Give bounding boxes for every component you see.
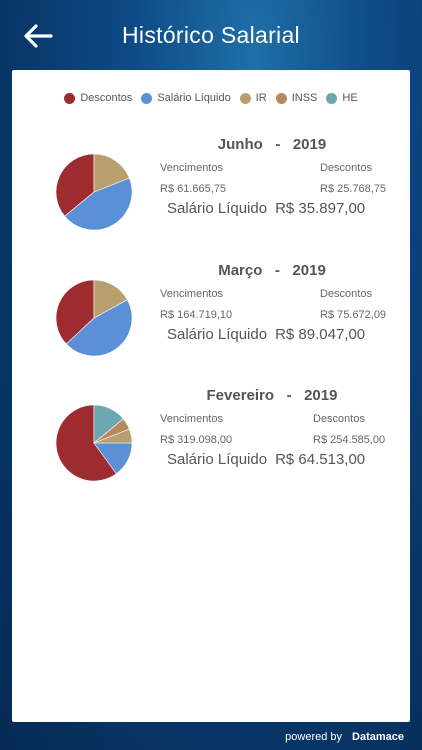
legend-label: HE bbox=[342, 92, 358, 104]
pie-chart bbox=[55, 279, 133, 357]
pie-slice-sal-rio-l-quido bbox=[65, 299, 133, 357]
powered-by-text: powered by bbox=[285, 731, 343, 743]
vencimentos-label: Vencimentos bbox=[160, 162, 223, 174]
legend-dot-icon bbox=[326, 92, 338, 104]
salary-entry-junho[interactable]: Junho - 2019 Vencimentos Descontos R$ 61… bbox=[12, 136, 410, 246]
descontos-label: Descontos bbox=[320, 162, 372, 174]
net-salary: Salário Líquido R$ 89.047,00 bbox=[167, 326, 365, 343]
net-salary-label: Salário Líquido bbox=[167, 451, 268, 468]
legend-label: Descontos bbox=[80, 92, 133, 104]
net-salary-value: R$ 35.897,00 bbox=[275, 200, 366, 217]
history-card: Descontos Salário Líquido IR INSS HE Jun… bbox=[12, 70, 410, 722]
salary-entry-fevereiro[interactable]: Fevereiro - 2019 Vencimentos Descontos R… bbox=[12, 387, 410, 497]
entry-title: Junho - 2019 bbox=[162, 136, 382, 153]
chart-legend: Descontos Salário Líquido IR INSS HE bbox=[12, 92, 410, 104]
entry-separator: - bbox=[286, 387, 292, 404]
descontos-label: Descontos bbox=[320, 288, 372, 300]
back-button[interactable] bbox=[22, 22, 54, 50]
legend-item-salario-liquido: Salário Líquido bbox=[141, 92, 231, 104]
vencimentos-label: Vencimentos bbox=[160, 413, 223, 425]
entry-separator: - bbox=[274, 262, 280, 279]
net-salary: Salário Líquido R$ 35.897,00 bbox=[167, 200, 365, 217]
legend-item-descontos: Descontos bbox=[64, 92, 132, 104]
salary-entry-marco[interactable]: Março - 2019 Vencimentos Descontos R$ 16… bbox=[12, 262, 410, 372]
entry-year: 2019 bbox=[292, 262, 326, 279]
entry-title: Março - 2019 bbox=[162, 262, 382, 279]
legend-dot-icon bbox=[275, 92, 287, 104]
net-salary-label: Salário Líquido bbox=[167, 326, 268, 343]
pie-slice-ir bbox=[93, 153, 130, 193]
entry-month: Fevereiro bbox=[206, 387, 275, 404]
entry-year: 2019 bbox=[292, 136, 327, 153]
vencimentos-value: R$ 319.098,00 bbox=[160, 434, 233, 446]
pie-slice-he bbox=[93, 404, 124, 444]
vencimentos-value: R$ 61.665,75 bbox=[160, 183, 227, 195]
pie-slice-ir bbox=[93, 279, 128, 319]
descontos-value: R$ 25.768,75 bbox=[320, 183, 387, 195]
entry-separator: - bbox=[275, 136, 281, 153]
legend-dot-icon bbox=[64, 92, 76, 104]
net-salary-value: R$ 89.047,00 bbox=[275, 326, 366, 343]
pie-slice-sal-rio-l-quido bbox=[64, 177, 133, 231]
net-salary-value: R$ 64.513,00 bbox=[275, 451, 366, 468]
entry-title: Fevereiro - 2019 bbox=[162, 387, 382, 404]
entry-month: Março bbox=[218, 262, 263, 279]
descontos-value: R$ 254.585,00 bbox=[313, 434, 386, 446]
app-header: Histórico Salarial bbox=[0, 0, 422, 70]
arrow-left-icon bbox=[24, 24, 53, 48]
page-title: Histórico Salarial bbox=[122, 22, 300, 48]
pie-slice-descontos bbox=[55, 279, 95, 345]
legend-label: Salário Líquido bbox=[157, 92, 231, 104]
legend-label: INSS bbox=[291, 92, 318, 104]
net-salary-label: Salário Líquido bbox=[167, 200, 268, 217]
pie-chart bbox=[55, 153, 133, 231]
entry-month: Junho bbox=[217, 136, 263, 153]
pie-chart bbox=[55, 404, 133, 482]
legend-dot-icon bbox=[239, 92, 251, 104]
vencimentos-value: R$ 164.719,10 bbox=[160, 309, 233, 321]
legend-item-he: HE bbox=[326, 92, 358, 104]
net-salary: Salário Líquido R$ 64.513,00 bbox=[167, 451, 365, 468]
legend-label: IR bbox=[255, 92, 267, 104]
entry-year: 2019 bbox=[304, 387, 338, 404]
brand-name: Datamace bbox=[352, 731, 404, 743]
descontos-value: R$ 75.672,09 bbox=[320, 309, 387, 321]
descontos-label: Descontos bbox=[313, 413, 365, 425]
legend-item-inss: INSS bbox=[275, 92, 318, 104]
pie-slice-descontos bbox=[55, 404, 117, 482]
vencimentos-label: Vencimentos bbox=[160, 288, 223, 300]
footer: powered by Datamace bbox=[285, 731, 404, 743]
legend-item-ir: IR bbox=[239, 92, 267, 104]
legend-dot-icon bbox=[141, 92, 153, 104]
pie-slice-descontos bbox=[55, 153, 95, 217]
